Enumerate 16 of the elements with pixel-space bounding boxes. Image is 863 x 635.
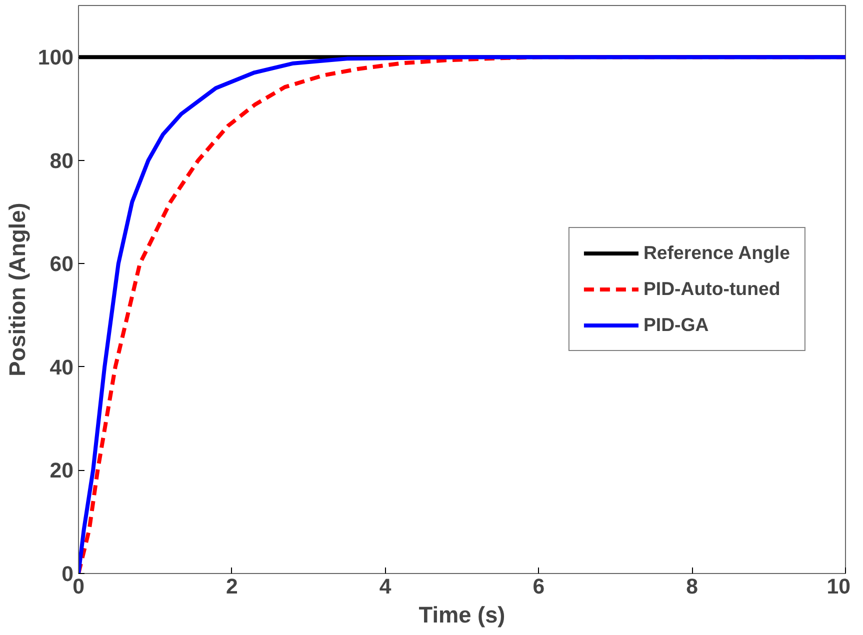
- legend-label: PID-Auto-tuned: [643, 278, 780, 300]
- line-series: [78, 55, 846, 574]
- x-tick-label: 10: [826, 574, 851, 598]
- legend-label: PID-GA: [643, 314, 709, 336]
- x-tick-label: 8: [686, 574, 698, 598]
- y-tick-label: 60: [50, 252, 74, 276]
- legend-label: Reference Angle: [643, 242, 790, 264]
- y-tick-label: 20: [50, 458, 74, 483]
- x-axis-title: Time (s): [418, 602, 506, 628]
- y-tick-label: 100: [38, 46, 74, 70]
- x-tick-label: 4: [379, 574, 392, 598]
- y-tick-label: 80: [50, 148, 74, 173]
- y-tick-label: 40: [50, 355, 74, 380]
- x-tick-label: 2: [226, 574, 238, 598]
- x-tick-label: 6: [532, 574, 545, 598]
- y-axis-title: Position (Angle): [4, 202, 30, 376]
